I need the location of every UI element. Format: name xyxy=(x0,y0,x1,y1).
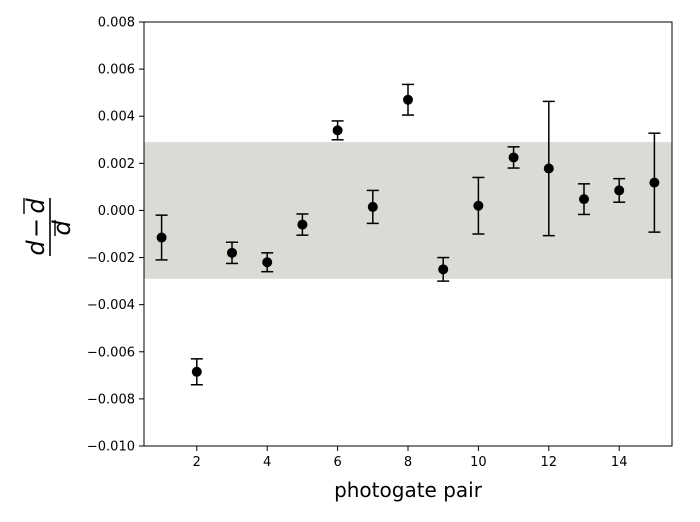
axes-layer: 2 4 6 8 10 12 14 −0.010 −0.008 −0.006 −0.004 −0.002… xyxy=(87,16,673,470)
data-point-5 xyxy=(296,213,309,236)
marker xyxy=(367,201,378,212)
marker xyxy=(262,257,273,268)
x-tick-label: 8 xyxy=(404,455,412,470)
x-tick-label: 10 xyxy=(470,455,487,470)
y-tick-label: 0.004 xyxy=(98,110,135,125)
x-tick-label: 6 xyxy=(333,455,341,470)
ylabel-operator: − xyxy=(22,218,50,238)
ylabel-numerator-right: d xyxy=(22,198,50,214)
data-point-15 xyxy=(648,132,661,233)
marker xyxy=(332,125,343,136)
data-point-3 xyxy=(226,241,238,265)
y-tick-label: −0.002 xyxy=(87,251,135,266)
x-tick-label: 14 xyxy=(611,455,628,470)
marker xyxy=(403,94,413,105)
marker xyxy=(473,200,484,211)
marker xyxy=(579,194,589,205)
data-layer xyxy=(155,83,661,386)
x-axis-label: photogate pair xyxy=(334,478,483,502)
y-tick-label: 0.000 xyxy=(98,204,135,219)
y-tick-label: 0.002 xyxy=(98,157,135,172)
data-point-12 xyxy=(542,100,555,237)
y-tick-label: −0.006 xyxy=(87,345,135,360)
y-axis-label: d − d d xyxy=(22,198,76,256)
y-tick-label: −0.004 xyxy=(87,298,135,313)
marker xyxy=(614,185,625,196)
y-tick-label: −0.010 xyxy=(87,440,135,455)
marker xyxy=(191,366,202,377)
data-point-7 xyxy=(366,189,379,225)
x-tick-label: 12 xyxy=(541,455,558,470)
data-point-6 xyxy=(331,120,344,141)
y-tick-label: 0.008 xyxy=(98,16,135,31)
x-tick-label: 4 xyxy=(263,455,271,470)
data-point-14 xyxy=(613,177,626,203)
data-point-8 xyxy=(402,83,414,116)
data-point-2 xyxy=(190,358,203,386)
y-tick-label: 0.006 xyxy=(98,63,135,78)
marker xyxy=(438,264,449,275)
data-point-13 xyxy=(578,183,590,216)
marker xyxy=(156,232,167,243)
data-point-4 xyxy=(261,252,274,273)
marker xyxy=(649,177,660,188)
marker xyxy=(543,163,554,174)
data-point-9 xyxy=(437,256,450,282)
ylabel-numerator-left: d xyxy=(22,240,50,256)
data-point-10 xyxy=(472,176,485,235)
marker xyxy=(508,152,519,163)
data-point-11 xyxy=(507,146,520,169)
shaded-band xyxy=(144,142,672,279)
ylabel-denominator: d xyxy=(48,220,76,236)
y-tick-label: −0.008 xyxy=(87,392,135,407)
marker xyxy=(227,247,237,258)
shaded-band-layer xyxy=(144,142,672,279)
marker xyxy=(297,219,308,230)
data-point-1 xyxy=(155,214,168,261)
x-tick-label: 2 xyxy=(193,455,201,470)
